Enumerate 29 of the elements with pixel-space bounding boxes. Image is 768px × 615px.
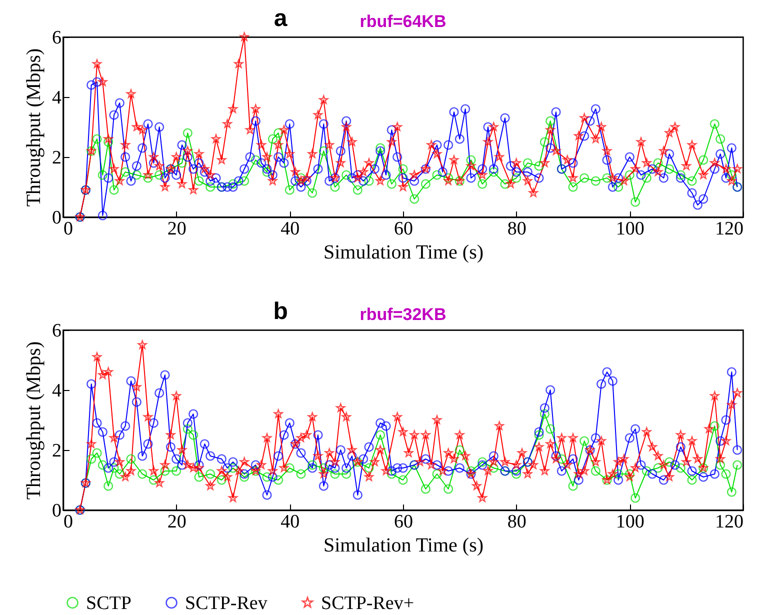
legend-label: SCTP-Rev+ xyxy=(321,592,414,614)
x-tick-label: 20 xyxy=(167,218,186,240)
y-tick-label: 6 xyxy=(52,320,62,342)
x-tick-label: 80 xyxy=(507,512,526,532)
x-tick-label: 40 xyxy=(280,218,300,240)
chart-title: a xyxy=(274,5,288,32)
y-tick-label: 4 xyxy=(52,88,62,108)
x-tick-label: 60 xyxy=(394,512,413,532)
chart-subtitle: rbuf=64KB xyxy=(360,12,446,31)
chart-subtitle: rbuf=32KB xyxy=(360,305,446,324)
x-axis-title: Simulation Time (s) xyxy=(323,534,484,556)
legend-label: SCTP xyxy=(86,592,132,614)
x-tick-label: 120 xyxy=(715,218,744,240)
x-tick-label: 120 xyxy=(715,512,744,532)
x-tick-label: 20 xyxy=(167,512,186,532)
x-tick-label: 100 xyxy=(616,218,644,240)
chart-title: b xyxy=(273,298,288,325)
y-tick-label: 2 xyxy=(52,440,62,462)
x-tick-label: 100 xyxy=(616,512,644,532)
x-axis-title: Simulation Time (s) xyxy=(323,242,484,264)
x-tick-label: 40 xyxy=(280,512,300,532)
y-tick-label: 4 xyxy=(52,380,62,402)
y-tick-label: 2 xyxy=(52,148,62,168)
y-tick-label: 6 xyxy=(52,28,62,48)
x-tick-label: 80 xyxy=(507,218,526,240)
legend-label: SCTP-Rev xyxy=(185,592,268,614)
x-tick-label: 60 xyxy=(394,218,413,240)
y-axis-title: Throughput (Mbps) xyxy=(23,341,45,500)
y-axis-title: Throughput (Mbps) xyxy=(23,48,45,207)
